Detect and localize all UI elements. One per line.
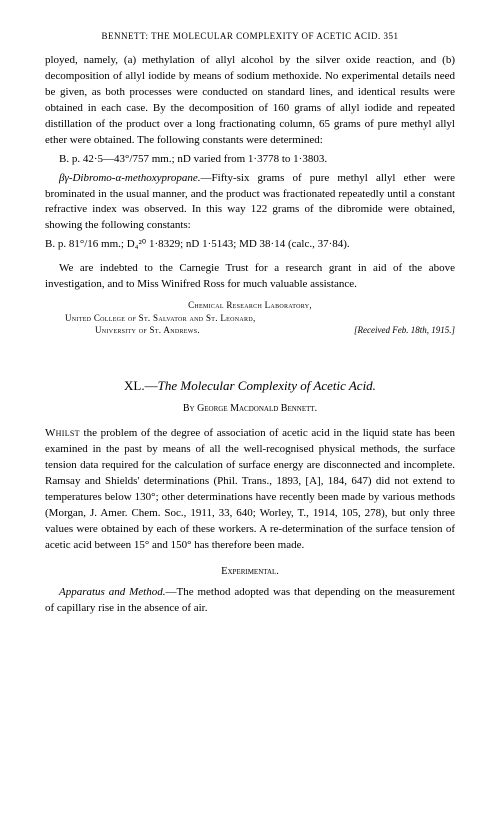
paragraph-2: βγ-Dibromo-α-methoxypropane.—Fifty-six g… xyxy=(45,171,455,235)
running-header: BENNETT: THE MOLECULAR COMPLEXITY OF ACE… xyxy=(45,30,455,43)
experimental-lead: Apparatus and Method. xyxy=(59,586,165,598)
constants-2: B. p. 81°/16 mm.; D₄²⁰ 1·8329; nD 1·5143… xyxy=(45,237,455,253)
author-by: By xyxy=(183,403,197,414)
constants-1: B. p. 42·5—43°/757 mm.; nD varied from 1… xyxy=(45,152,455,168)
received-date: [Received Feb. 18th, 1915.] xyxy=(354,324,455,337)
intro-lead-word: Whilst xyxy=(45,427,80,439)
sig-line-2: United College of St. Salvator and St. L… xyxy=(45,312,455,325)
compound-name: βγ-Dibromo-α-methoxypropane. xyxy=(59,172,201,184)
intro-paragraph: Whilst the problem of the degree of asso… xyxy=(45,426,455,554)
article-title: XL.—The Molecular Complexity of Acetic A… xyxy=(45,377,455,396)
acknowledgement: We are indebted to the Carnegie Trust fo… xyxy=(45,261,455,293)
article-title-block: XL.—The Molecular Complexity of Acetic A… xyxy=(45,377,455,416)
title-number: XL.— xyxy=(124,378,158,393)
author-name: George Macdonald Bennett. xyxy=(197,403,317,414)
paragraph-1: ployed, namely, (a) methylation of allyl… xyxy=(45,53,455,149)
experimental-heading: Experimental. xyxy=(45,564,455,579)
author-line: By George Macdonald Bennett. xyxy=(45,402,455,417)
sig-line-1: Chemical Research Laboratory, xyxy=(45,299,455,312)
title-text: The Molecular Complexity of Acetic Acid. xyxy=(158,378,376,393)
experimental-paragraph: Apparatus and Method.—The method adopted… xyxy=(45,585,455,617)
intro-body: the problem of the degree of association… xyxy=(45,427,455,551)
sig-line-3: University of St. Andrews. xyxy=(45,324,200,337)
signature-block: Chemical Research Laboratory, United Col… xyxy=(45,299,455,337)
